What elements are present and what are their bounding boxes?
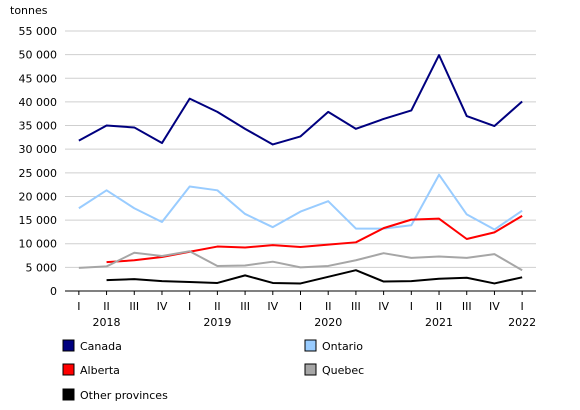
y-tick-label: 0	[50, 285, 57, 298]
series-line-quebec	[78, 250, 523, 272]
x-tick-label: IV	[378, 300, 389, 313]
x-year-label: 2020	[314, 316, 342, 329]
series-line-canada	[78, 54, 523, 146]
legend-swatch	[62, 363, 75, 376]
legend-swatch	[62, 388, 75, 401]
x-tick-label: III	[129, 300, 139, 313]
y-tick-label: 30 000	[19, 143, 58, 156]
x-year-label: 2021	[425, 316, 453, 329]
y-tick-label: 50 000	[19, 49, 58, 62]
gridlines	[65, 30, 536, 292]
legend-label: Quebec	[322, 364, 364, 377]
legend-swatch	[304, 363, 317, 376]
x-tick-label: I	[410, 300, 413, 313]
y-tick-label: 5 000	[26, 261, 58, 274]
x-tick-label: II	[214, 300, 221, 313]
x-tick-label: III	[240, 300, 250, 313]
legend-swatch	[62, 339, 75, 352]
x-year-label: 2022	[508, 316, 536, 329]
y-tick-label: 35 000	[19, 120, 58, 133]
series-line-other-provinces	[106, 269, 523, 285]
y-axis-ticks: 0 5 000 10 000 15 000 20 000 25 000 30 000 35 0…	[19, 25, 58, 298]
x-year-label: 2018	[93, 316, 121, 329]
x-tick-label: II	[325, 300, 332, 313]
y-tick-label: 45 000	[19, 72, 58, 85]
legend-label: Other provinces	[80, 389, 168, 402]
x-year-label: 2019	[203, 316, 231, 329]
x-tick-label: IV	[157, 300, 168, 313]
legend: Canada Ontario Alberta Quebec Other province…	[62, 339, 364, 402]
y-tick-label: 20 000	[19, 190, 58, 203]
series-lines	[78, 54, 523, 285]
y-axis-unit-label: tonnes	[10, 4, 48, 17]
x-tick-label: III	[462, 300, 472, 313]
y-tick-label: 55 000	[19, 25, 58, 38]
x-tick-label: IV	[267, 300, 278, 313]
x-tick-label: III	[351, 300, 361, 313]
x-tick-label: II	[436, 300, 443, 313]
y-tick-label: 40 000	[19, 96, 58, 109]
x-tick-label: IV	[489, 300, 500, 313]
legend-label: Alberta	[80, 364, 120, 377]
y-tick-label: 25 000	[19, 167, 58, 180]
legend-label: Canada	[80, 340, 122, 353]
y-tick-label: 10 000	[19, 238, 58, 251]
legend-swatch	[304, 339, 317, 352]
legend-label: Ontario	[322, 340, 363, 353]
y-tick-label: 15 000	[19, 214, 58, 227]
x-tick-label: I	[188, 300, 191, 313]
x-tick-label: I	[77, 300, 80, 313]
x-tick-label: I	[299, 300, 302, 313]
series-line-ontario	[78, 173, 523, 231]
x-tick-label: II	[103, 300, 110, 313]
x-tick-label: I	[521, 300, 524, 313]
